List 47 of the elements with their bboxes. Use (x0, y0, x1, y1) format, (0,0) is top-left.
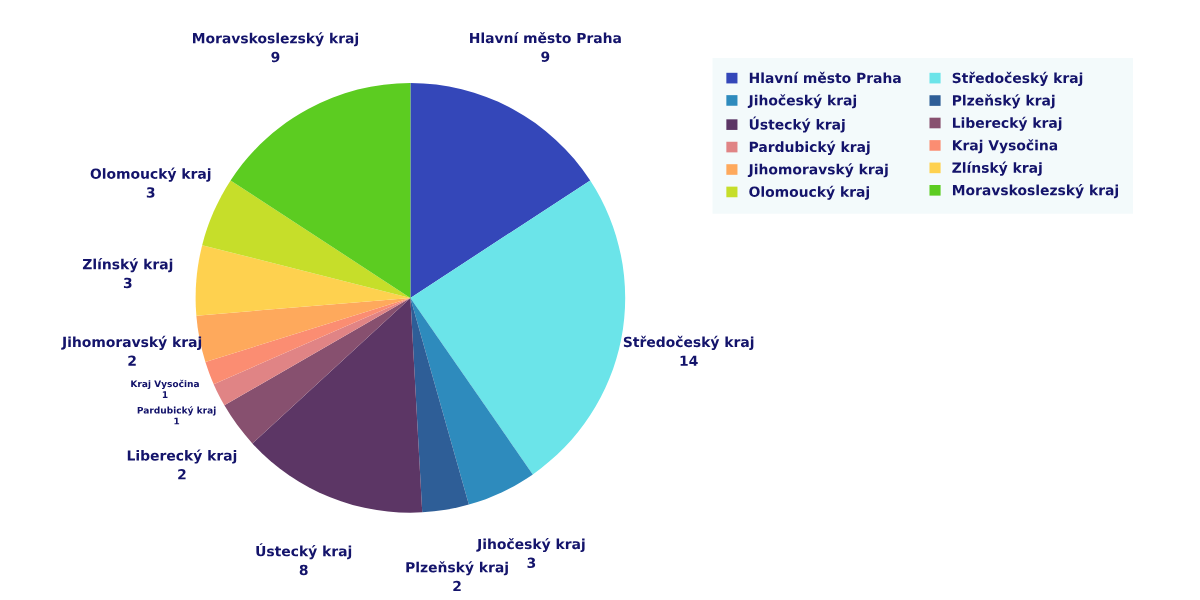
data-label: 8 (299, 564, 308, 576)
legend-label: Plzeňský kraj (952, 94, 1055, 109)
legend-label: Pardubický kraj (749, 140, 870, 155)
legend-label: Olomoucký kraj (749, 185, 869, 200)
pie-slice (202, 180, 411, 298)
legend-label: Liberecký kraj (952, 116, 1062, 131)
data-label: 2 (128, 355, 136, 366)
data-label: 3 (146, 187, 155, 198)
slice-label: Moravskoslezský kraj (193, 32, 359, 47)
pie-slice (410, 83, 591, 298)
slice-label: Jihomoravský kraj (61, 335, 202, 350)
legend-label: Zlínský kraj (952, 161, 1042, 176)
pie-slice (410, 297, 533, 505)
slice-label: Pardubický kraj (137, 406, 216, 416)
pie-slice (230, 83, 411, 298)
slice-label: Jihočeský kraj (476, 537, 585, 553)
slice-label: Zlínský kraj (82, 258, 173, 273)
legend-label: Moravskoslezský kraj (952, 184, 1118, 199)
legend-label: Kraj Vysočina (952, 139, 1058, 154)
slice-label: Liberecký kraj (127, 449, 237, 464)
pie-slice (410, 180, 626, 475)
slice-label: Středočeský kraj (623, 335, 754, 350)
slice-label: Ústecký kraj (256, 543, 352, 560)
data-label: 1 (174, 417, 180, 425)
pie-slice (252, 297, 423, 513)
data-label: 3 (527, 557, 536, 569)
slice-label: Kraj Vysočina (131, 379, 199, 389)
data-label: 2 (453, 580, 461, 592)
data-label: 1 (162, 391, 168, 398)
data-label: 9 (541, 51, 550, 62)
pie-slice (224, 297, 411, 444)
data-label: 2 (178, 469, 186, 480)
slice-label: Olomoucký kraj (90, 167, 211, 182)
data-label: 14 (680, 355, 698, 366)
slice-label: Plzeňský kraj (406, 561, 508, 576)
pie-slice (195, 245, 411, 316)
legend-label: Hlavní město Praha (749, 71, 901, 84)
data-label: 3 (123, 277, 132, 289)
legend-label: Jihočeský kraj (747, 94, 857, 109)
legend-label: Středočeský kraj (952, 71, 1083, 86)
data-label: 9 (271, 51, 280, 63)
legend-label: Ústecký kraj (749, 116, 845, 133)
pie-slice (410, 297, 469, 513)
pie-slice (205, 297, 411, 385)
pie-slice (213, 297, 411, 406)
slice-label: Hlavní město Praha (470, 31, 621, 44)
legend-label: Jihomoravský kraj (747, 163, 888, 178)
